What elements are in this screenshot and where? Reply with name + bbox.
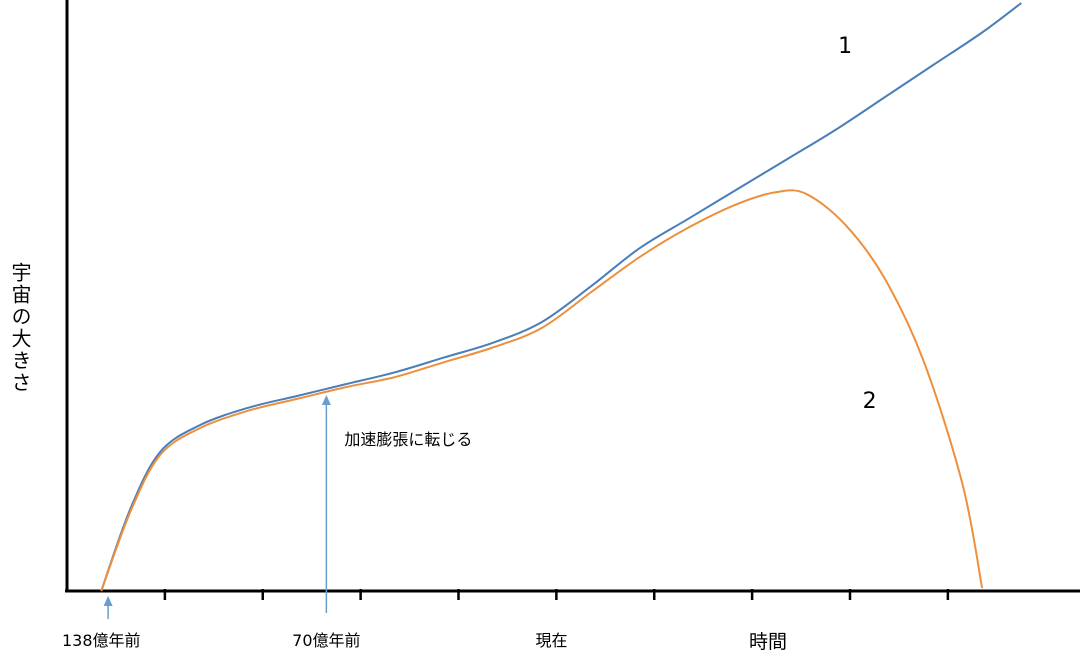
series-label-2: 2 <box>863 389 877 414</box>
annotation-arrow-head <box>321 395 331 406</box>
x-axis-title: 時間 <box>749 631 787 653</box>
series-line-2 <box>100 189 984 592</box>
series-label-1: 1 <box>838 34 852 59</box>
tick-label-layer: 138億年前 70億年前 現在 <box>62 631 568 650</box>
annotation-layer: 加速膨張に転じる <box>103 395 472 619</box>
annotation-arrow-head <box>103 595 113 606</box>
annotation-text: 加速膨張に転じる <box>344 430 472 449</box>
x-tick-label: 138億年前 <box>62 631 141 650</box>
x-tick-label: 現在 <box>535 631 567 650</box>
y-axis-title: 宇宙の大きさ <box>8 262 32 394</box>
series-line-1 <box>100 2 1022 592</box>
x-ticks <box>163 589 950 600</box>
x-tick-label: 70億年前 <box>292 631 360 650</box>
series-layer: 12 <box>100 2 1022 592</box>
